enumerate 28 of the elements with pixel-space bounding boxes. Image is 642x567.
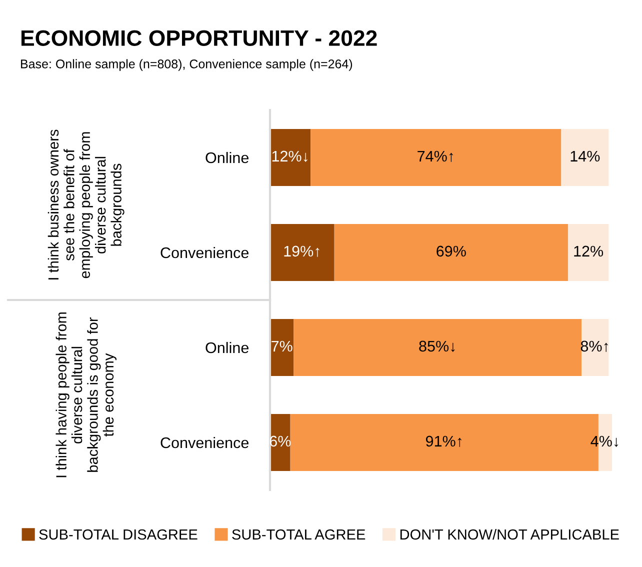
data-label: 85%↓ xyxy=(419,340,455,352)
y-tick-label: Online xyxy=(206,342,248,354)
data-label: 69% xyxy=(436,246,466,257)
bar xyxy=(561,129,609,186)
data-label: 14% xyxy=(570,150,600,162)
bar xyxy=(294,319,582,376)
bar xyxy=(270,129,311,186)
y-tick-label: Convenience xyxy=(160,246,248,258)
chart-title: ECONOMIC OPPORTUNITY - 2022 xyxy=(21,30,377,46)
chart-subtitle: Base: Online sample (n=808), Convenience sample (n=264) xyxy=(21,59,352,71)
data-label: 12%↓ xyxy=(272,150,308,162)
bar xyxy=(568,224,609,281)
legend-label: SUB-TOTAL AGREE xyxy=(232,529,366,540)
text: I think having people from diverse cultural backgrounds is good for the economy xyxy=(56,312,116,478)
data-label: 74%↑ xyxy=(418,150,453,162)
y-tick-label: Convenience xyxy=(160,436,248,448)
bar xyxy=(310,129,562,186)
y-tick-label: Online xyxy=(206,152,248,164)
data-label: 91%↑ xyxy=(426,436,462,447)
legend-label: SUB-TOTAL DISAGREE xyxy=(39,529,198,540)
bar xyxy=(270,319,294,376)
text: I think business owners see the benefit of employing people from diverse cultural backgrounds xyxy=(48,130,124,280)
data-label: 7% xyxy=(272,340,292,352)
data-label: 12% xyxy=(574,246,604,257)
data-label: 19%↑ xyxy=(284,246,320,257)
bar xyxy=(270,224,334,281)
legend-label: DON'T KNOW/NOT APPLICABLE xyxy=(400,528,619,540)
bar xyxy=(334,224,568,281)
